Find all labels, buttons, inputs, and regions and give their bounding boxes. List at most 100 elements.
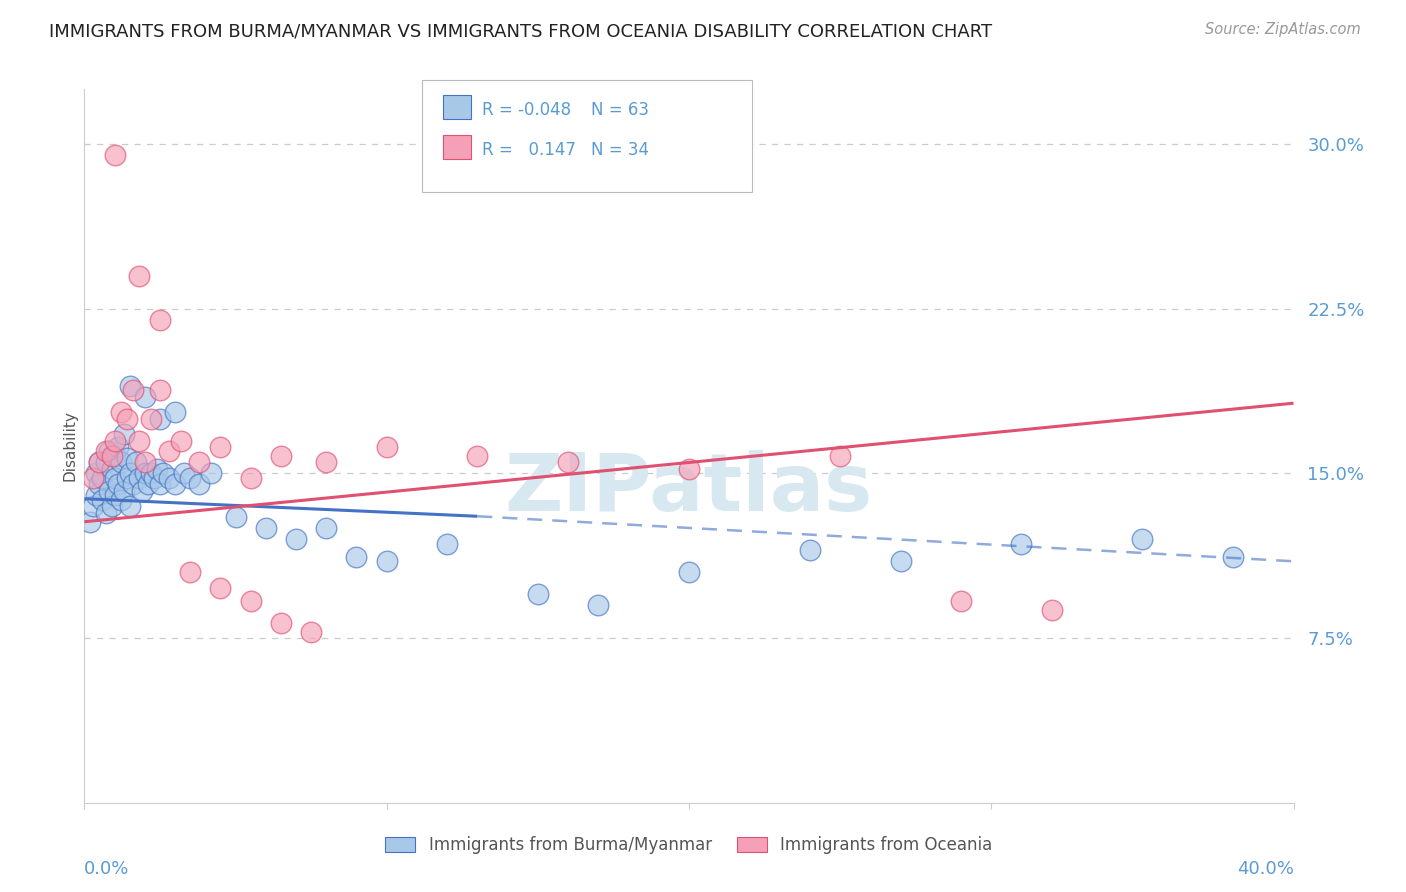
Point xyxy=(152,467,174,481)
Point xyxy=(104,148,127,162)
Point xyxy=(110,492,132,507)
Point xyxy=(149,383,172,397)
Point xyxy=(254,521,277,535)
Point xyxy=(270,615,292,630)
Point xyxy=(375,440,398,454)
Point xyxy=(104,449,127,463)
Point xyxy=(346,549,368,564)
Point xyxy=(94,444,117,458)
Point xyxy=(375,554,398,568)
Point xyxy=(125,455,148,469)
Point xyxy=(1222,549,1244,564)
Text: R = -0.048: R = -0.048 xyxy=(482,101,571,119)
Point xyxy=(149,411,172,425)
Point xyxy=(94,455,117,469)
Point xyxy=(1011,537,1033,551)
Point xyxy=(134,390,156,404)
Point xyxy=(128,471,150,485)
Point xyxy=(104,488,127,502)
Point xyxy=(557,455,579,469)
Text: 0.0%: 0.0% xyxy=(84,860,129,878)
Point xyxy=(89,455,111,469)
Point xyxy=(179,471,201,485)
Point xyxy=(79,515,101,529)
Point xyxy=(128,434,150,448)
Text: ZIPatlas: ZIPatlas xyxy=(505,450,873,528)
Point xyxy=(527,587,550,601)
Point xyxy=(165,477,187,491)
Point xyxy=(188,477,211,491)
Point xyxy=(299,624,322,639)
Point xyxy=(118,378,141,392)
Point xyxy=(436,537,458,551)
Point xyxy=(315,455,337,469)
Point xyxy=(82,471,104,485)
Point xyxy=(104,434,127,448)
Point xyxy=(170,434,193,448)
Point xyxy=(110,405,132,419)
Point xyxy=(134,455,156,469)
Point xyxy=(149,477,172,491)
Point xyxy=(188,455,211,469)
Point xyxy=(890,554,912,568)
Point xyxy=(112,426,135,441)
Point xyxy=(91,492,114,507)
Point xyxy=(157,444,180,458)
Point xyxy=(1040,602,1063,616)
Point xyxy=(118,500,141,514)
Point xyxy=(110,455,132,469)
Point xyxy=(950,594,973,608)
Y-axis label: Disability: Disability xyxy=(62,410,77,482)
Point xyxy=(179,566,201,580)
Point xyxy=(115,411,138,425)
Point xyxy=(107,440,129,454)
Text: IMMIGRANTS FROM BURMA/MYANMAR VS IMMIGRANTS FROM OCEANIA DISABILITY CORRELATION : IMMIGRANTS FROM BURMA/MYANMAR VS IMMIGRA… xyxy=(49,22,993,40)
Point xyxy=(128,268,150,283)
Point xyxy=(115,471,138,485)
Point xyxy=(100,462,122,476)
Point xyxy=(285,533,308,547)
Point xyxy=(131,483,153,498)
Text: N = 34: N = 34 xyxy=(591,141,648,159)
Point xyxy=(134,467,156,481)
Point xyxy=(209,581,232,595)
Point xyxy=(200,467,222,481)
Point xyxy=(107,477,129,491)
Point xyxy=(270,449,292,463)
Point xyxy=(97,483,120,498)
Text: Source: ZipAtlas.com: Source: ZipAtlas.com xyxy=(1205,22,1361,37)
Point xyxy=(100,449,122,463)
Point xyxy=(799,543,821,558)
Point xyxy=(315,521,337,535)
Point xyxy=(1130,533,1153,547)
Point xyxy=(139,411,162,425)
Point xyxy=(86,467,108,481)
Point xyxy=(139,467,162,481)
Point xyxy=(136,477,159,491)
Point xyxy=(149,312,172,326)
Point xyxy=(97,444,120,458)
Point xyxy=(209,440,232,454)
Point xyxy=(100,500,122,514)
Point xyxy=(82,500,104,514)
Point xyxy=(225,510,247,524)
Point xyxy=(165,405,187,419)
Text: 40.0%: 40.0% xyxy=(1237,860,1294,878)
Point xyxy=(89,477,111,491)
Point xyxy=(121,477,143,491)
Point xyxy=(239,471,262,485)
Point xyxy=(86,488,108,502)
Point xyxy=(173,467,195,481)
Point xyxy=(91,471,114,485)
Point xyxy=(89,455,111,469)
Text: R =   0.147: R = 0.147 xyxy=(482,141,576,159)
Point xyxy=(678,462,700,476)
Point xyxy=(94,506,117,520)
Point xyxy=(121,383,143,397)
Point xyxy=(112,483,135,498)
Point xyxy=(104,471,127,485)
Point xyxy=(830,449,852,463)
Point xyxy=(678,566,700,580)
Point xyxy=(115,451,138,466)
Point xyxy=(142,471,165,485)
